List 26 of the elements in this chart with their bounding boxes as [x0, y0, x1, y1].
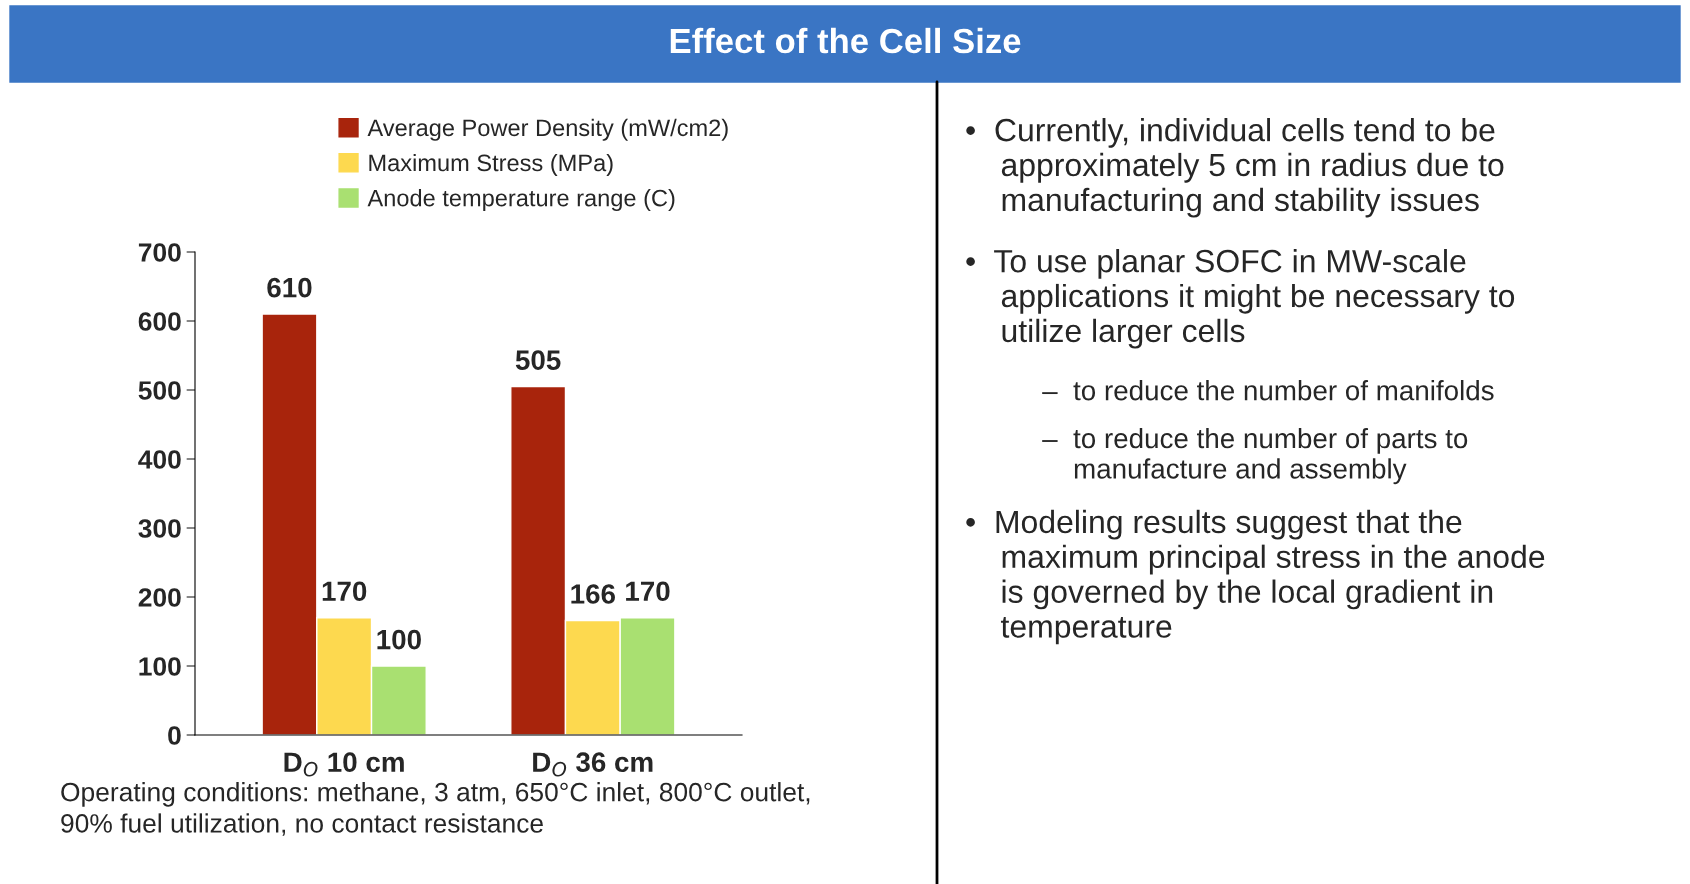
- data-label: 100: [377, 629, 421, 650]
- text: – to reduce the number of manifolds: [1042, 380, 1494, 401]
- text: • Currently, individual cells tend to be approximately 5 cm in radius due to manufacturing and stability issues: [966, 118, 1504, 218]
- data-label: 170: [626, 581, 670, 602]
- y-tick-label: 0: [168, 726, 181, 745]
- y-tick-label: 100: [139, 657, 181, 676]
- text: • To use planar SOFC in MW-scale applications it might be necessary to utilize larger cells: [966, 249, 1515, 349]
- data-label: 505: [515, 350, 561, 370]
- x-tick-label: D$_{O}$ 36 cm: [533, 752, 653, 777]
- text: Operating conditions: methane, 3 atm, 650°C inlet, 800°C outlet, 90% fuel utilization, no contact resistance: [61, 782, 810, 836]
- y-tick-label: 500: [138, 381, 181, 400]
- data-label: 170: [322, 581, 367, 602]
- x-tick-label: D$_{O}$ 10 cm: [284, 752, 404, 777]
- y-tick-label: 200: [138, 588, 181, 607]
- legend-label: Average Power Density (mW/cm2): [367, 118, 728, 141]
- y-tick-label: 400: [138, 450, 181, 469]
- data-label: 610: [267, 277, 312, 298]
- legend-label: Anode temperature range (C): [367, 189, 675, 212]
- text: Effect of the Cell Size: [670, 27, 1021, 54]
- text: – to reduce the number of parts to manufacture and assembly: [1042, 427, 1468, 485]
- legend-label: Maximum Stress (MPa): [369, 153, 613, 176]
- y-tick-label: 600: [138, 312, 181, 331]
- text: • Modeling results suggest that the maximum principal stress in the anode is governed by the local gradient in temperature: [966, 509, 1545, 645]
- data-label: 166: [571, 584, 615, 604]
- y-tick-label: 300: [138, 519, 181, 538]
- y-tick-label: 700: [138, 243, 181, 262]
